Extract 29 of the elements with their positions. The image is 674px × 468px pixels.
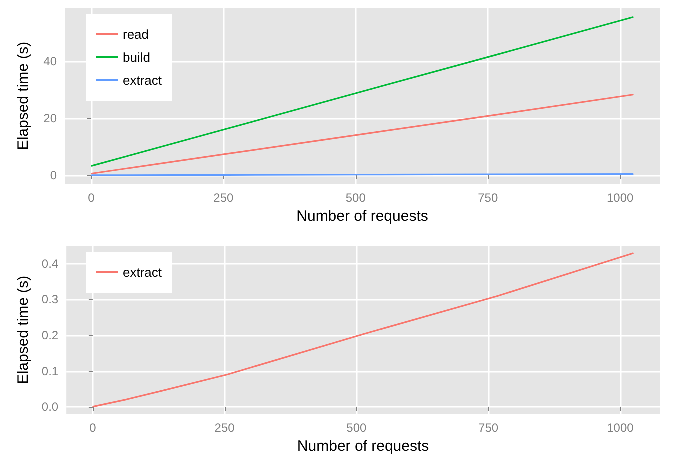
- legend-label: build: [123, 50, 150, 65]
- y-axis-title: Elapsed time (s): [15, 276, 32, 384]
- legend-label: extract: [123, 73, 162, 88]
- x-axis-title: Number of requests: [297, 438, 430, 455]
- y-tick-label: 0.0: [42, 400, 59, 414]
- line-series: [91, 16, 634, 167]
- x-tick-label: 0: [90, 421, 97, 435]
- x-tick-label: 1000: [606, 191, 634, 205]
- y-tick-label: 0.4: [42, 256, 59, 271]
- y-tick-label: 0: [50, 168, 58, 182]
- legend-label: extract: [123, 265, 162, 280]
- x-tick-label: 500: [346, 191, 366, 205]
- y-tick-label: 40: [44, 54, 58, 69]
- x-tick-label: 750: [478, 421, 499, 435]
- x-tick-label: 0: [88, 191, 96, 205]
- y-axis-title: Elapsed time (s): [15, 42, 32, 150]
- line-series: [92, 252, 634, 408]
- y-tick-label: 0.3: [42, 292, 59, 307]
- x-tick-label: 250: [214, 191, 234, 205]
- y-tick-label: 20: [44, 112, 58, 126]
- x-tick-label: 500: [346, 421, 368, 435]
- x-axis-title: Number of requests: [296, 208, 428, 225]
- y-tick-label: 0.1: [42, 364, 59, 378]
- x-tick-label: 250: [214, 421, 236, 435]
- legend-label: read: [123, 27, 150, 42]
- line-series: [91, 94, 634, 175]
- y-tick-label: 0.2: [42, 328, 59, 343]
- x-tick-label: 1000: [607, 421, 634, 435]
- x-tick-label: 750: [478, 191, 498, 205]
